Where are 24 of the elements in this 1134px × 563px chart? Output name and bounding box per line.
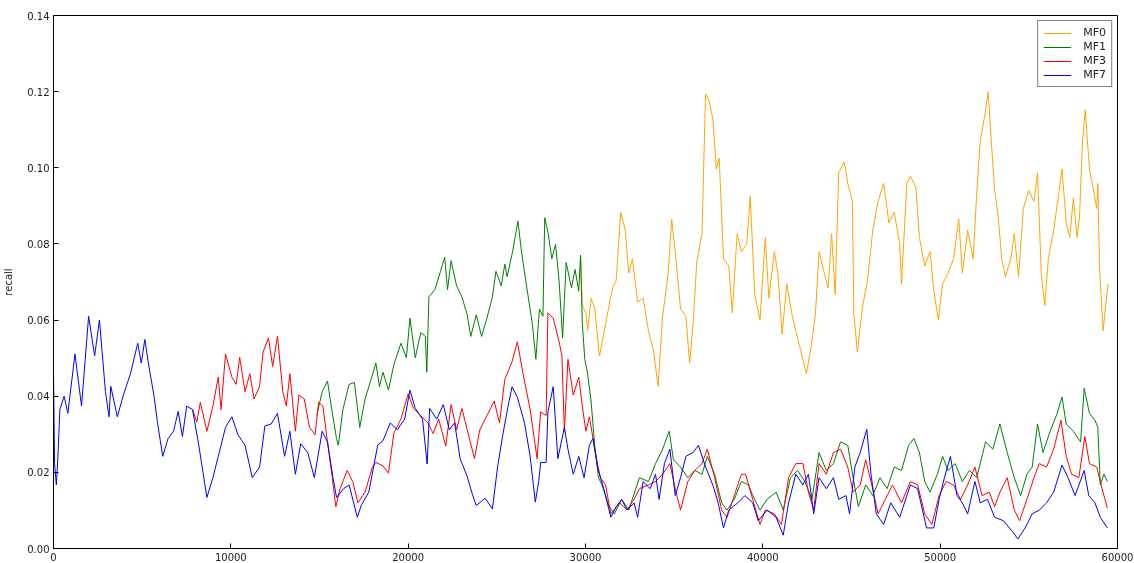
legend-label: MF3 [1083,54,1106,67]
y-tick-label: 0.04 [27,391,50,403]
x-tick-label: 40000 [746,551,779,563]
y-tick-label: 0.02 [27,467,50,479]
legend-label: MF7 [1083,68,1106,81]
legend-label: MF0 [1083,26,1106,39]
legend-label: MF1 [1083,40,1106,53]
y-tick-label: 0.14 [27,10,50,22]
x-tick-label: 50000 [924,551,957,563]
y-tick-label: 0.08 [27,238,50,250]
y-tick-label: 0.10 [27,162,50,174]
y-tick-label: 0.06 [27,315,50,327]
x-tick-label: 0 [50,551,57,563]
y-axis-title: recall [3,268,15,296]
line-series [580,91,1109,387]
x-tick-label: 10000 [214,551,247,563]
x-tick-label: 60000 [1101,551,1134,563]
line-series [316,217,1108,515]
x-tick-label: 20000 [392,551,425,563]
y-tick-label: 0.12 [27,86,50,98]
y-tick-label: 0.00 [27,543,50,555]
line-series [192,312,1108,526]
line-series [53,315,1108,540]
x-tick-label: 30000 [569,551,602,563]
